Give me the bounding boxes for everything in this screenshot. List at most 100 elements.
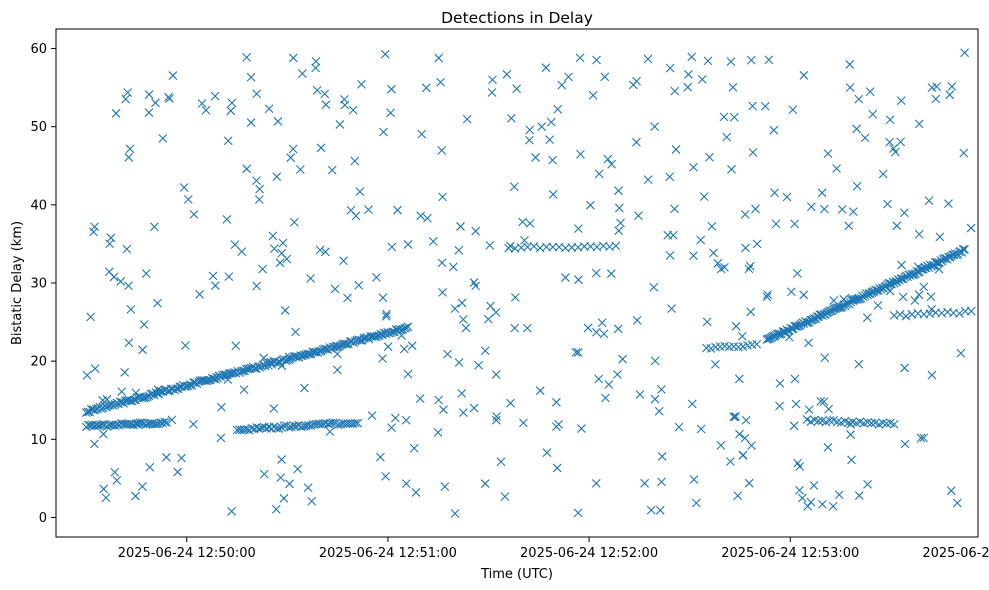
data-marker-clutter-point — [168, 71, 178, 80]
data-marker-clutter-point — [303, 483, 313, 493]
x-axis-label: Time (UTC) — [480, 567, 553, 582]
data-marker-clutter-point — [277, 361, 287, 371]
data-marker-track-point — [100, 401, 110, 411]
data-marker-clutter-point — [387, 242, 397, 252]
data-marker-clutter-point — [782, 192, 792, 202]
data-marker-clutter-point — [106, 233, 116, 243]
data-marker-clutter-point — [246, 72, 256, 82]
data-marker-clutter-point — [546, 117, 556, 127]
data-marker-clutter-point — [746, 307, 756, 317]
data-marker-clutter-point — [231, 341, 241, 351]
data-marker-clutter-point — [242, 164, 252, 174]
data-marker-clutter-point — [586, 200, 595, 210]
data-marker-clutter-point — [734, 374, 744, 384]
data-marker-clutter-point — [226, 106, 236, 116]
data-marker-clutter-point — [763, 290, 772, 300]
data-marker-track-point — [274, 424, 284, 433]
data-marker-clutter-point — [597, 318, 607, 328]
data-marker-clutter-point — [561, 273, 570, 282]
data-marker-clutter-point — [824, 404, 834, 414]
data-marker-clutter-point — [751, 204, 760, 214]
data-marker-clutter-point — [594, 374, 604, 384]
data-marker-track-point — [81, 408, 91, 418]
data-marker-clutter-point — [845, 83, 855, 92]
data-marker-clutter-point — [458, 408, 468, 417]
data-marker-clutter-point — [577, 424, 586, 433]
data-marker-clutter-point — [164, 92, 173, 102]
data-marker-track-point — [889, 419, 899, 429]
data-marker-clutter-point — [896, 96, 906, 105]
data-marker-clutter-point — [683, 82, 693, 92]
data-marker-clutter-point — [600, 72, 610, 82]
data-marker-track-point — [892, 277, 902, 287]
data-marker-clutter-point — [222, 214, 232, 224]
data-marker-clutter-point — [223, 136, 233, 146]
data-marker-clutter-point — [956, 348, 966, 358]
data-marker-clutter-point — [656, 385, 666, 394]
data-marker-clutter-point — [792, 269, 802, 278]
data-marker-clutter-point — [705, 152, 714, 162]
data-marker-clutter-point — [663, 230, 673, 240]
data-marker-clutter-point — [852, 124, 862, 134]
data-marker-clutter-point — [407, 341, 417, 351]
data-marker-clutter-point — [145, 462, 155, 472]
data-marker-track-point — [773, 329, 782, 339]
data-marker-clutter-point — [846, 430, 856, 439]
data-marker-clutter-point — [852, 181, 862, 191]
data-marker-clutter-point — [525, 125, 535, 135]
data-marker-clutter-point — [722, 132, 732, 142]
data-marker-clutter-point — [212, 373, 222, 382]
data-marker-clutter-point — [947, 82, 957, 91]
data-marker-clutter-point — [733, 491, 743, 501]
data-marker-clutter-point — [355, 187, 365, 197]
data-marker-clutter-point — [790, 219, 800, 229]
data-marker-clutter-point — [208, 271, 218, 281]
data-marker-clutter-point — [230, 240, 240, 250]
data-marker-track-point — [209, 374, 219, 384]
data-marker-clutter-point — [277, 455, 286, 464]
data-marker-clutter-point — [927, 83, 937, 93]
data-marker-track-point — [769, 331, 778, 341]
data-marker-clutter-point — [339, 256, 348, 266]
data-marker-clutter-point — [657, 477, 666, 487]
data-marker-clutter-point — [150, 222, 159, 232]
data-marker-clutter-point — [383, 342, 393, 352]
data-marker-clutter-point — [437, 258, 447, 268]
data-marker-clutter-point — [340, 100, 350, 110]
data-marker-clutter-point — [748, 148, 758, 157]
data-marker-clutter-point — [151, 98, 160, 108]
data-marker-clutter-point — [448, 262, 458, 272]
data-marker-clutter-point — [592, 327, 601, 337]
data-marker-clutter-point — [210, 281, 220, 290]
data-marker-clutter-point — [649, 282, 659, 292]
data-marker-clutter-point — [101, 493, 111, 503]
data-marker-clutter-point — [873, 300, 883, 310]
data-marker-clutter-point — [120, 367, 130, 377]
data-marker-clutter-point — [916, 433, 926, 443]
data-marker-clutter-point — [946, 486, 956, 496]
data-marker-clutter-point — [898, 292, 908, 302]
data-marker-track-point — [567, 243, 577, 252]
data-marker-clutter-point — [217, 402, 226, 412]
data-marker-clutter-point — [583, 323, 593, 333]
x-tick-label: 2025-06-24 12:54:00 — [922, 546, 989, 561]
data-marker-track-point — [832, 417, 842, 427]
data-marker-clutter-point — [239, 385, 249, 394]
data-marker-clutter-point — [486, 301, 495, 311]
data-marker-clutter-point — [691, 498, 701, 508]
data-marker-clutter-point — [487, 88, 497, 97]
data-marker-clutter-point — [868, 109, 878, 119]
data-marker-track-point — [279, 421, 289, 431]
data-marker-track-point — [955, 309, 964, 318]
data-marker-clutter-point — [914, 119, 924, 129]
data-marker-track-point — [333, 420, 343, 430]
data-marker-clutter-point — [804, 405, 814, 415]
data-marker-clutter-point — [896, 137, 906, 147]
data-marker-track-point — [878, 418, 888, 428]
data-marker-clutter-point — [737, 331, 747, 341]
data-marker-track-point — [529, 241, 539, 251]
data-marker-clutter-point — [502, 69, 512, 79]
data-marker-clutter-point — [900, 439, 910, 449]
data-marker-track-point — [88, 405, 98, 414]
data-marker-clutter-point — [607, 159, 616, 169]
